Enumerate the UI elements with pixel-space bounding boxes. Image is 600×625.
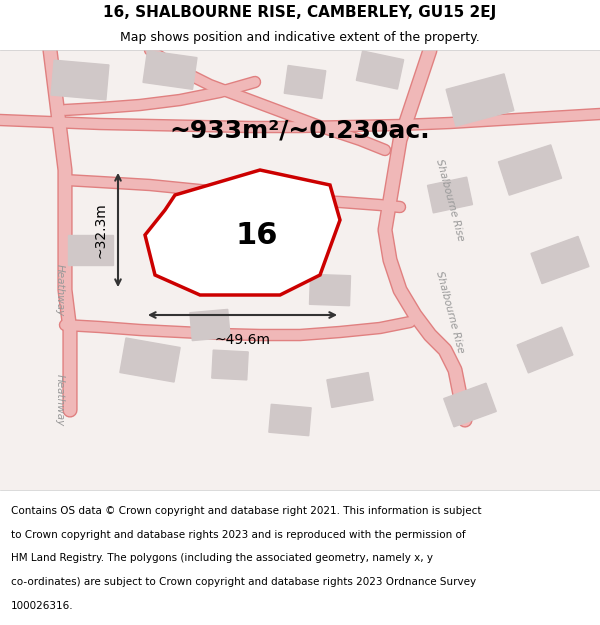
Bar bbox=[517, 327, 573, 373]
Bar bbox=[143, 51, 197, 89]
Bar bbox=[356, 51, 404, 89]
Text: Heathway: Heathway bbox=[55, 264, 65, 316]
Bar bbox=[531, 236, 589, 284]
Text: co-ordinates) are subject to Crown copyright and database rights 2023 Ordnance S: co-ordinates) are subject to Crown copyr… bbox=[11, 577, 476, 587]
Bar bbox=[51, 60, 109, 100]
Text: ~49.6m: ~49.6m bbox=[215, 333, 271, 347]
Text: ~32.3m: ~32.3m bbox=[94, 202, 108, 258]
Bar bbox=[269, 404, 311, 436]
Polygon shape bbox=[145, 170, 340, 295]
Text: 16, SHALBOURNE RISE, CAMBERLEY, GU15 2EJ: 16, SHALBOURNE RISE, CAMBERLEY, GU15 2EJ bbox=[103, 5, 497, 20]
Bar bbox=[310, 274, 350, 306]
Text: Map shows position and indicative extent of the property.: Map shows position and indicative extent… bbox=[120, 31, 480, 44]
Text: ~933m²/~0.230ac.: ~933m²/~0.230ac. bbox=[170, 118, 430, 142]
Bar bbox=[446, 74, 514, 126]
Bar bbox=[67, 235, 113, 265]
Text: 100026316.: 100026316. bbox=[11, 601, 73, 611]
Bar bbox=[212, 350, 248, 380]
Text: Heathway: Heathway bbox=[55, 374, 65, 426]
Bar bbox=[428, 177, 472, 213]
Text: to Crown copyright and database rights 2023 and is reproduced with the permissio: to Crown copyright and database rights 2… bbox=[11, 530, 466, 540]
Text: Contains OS data © Crown copyright and database right 2021. This information is : Contains OS data © Crown copyright and d… bbox=[11, 506, 481, 516]
Text: 16: 16 bbox=[236, 221, 278, 250]
Bar bbox=[190, 309, 230, 341]
Bar bbox=[327, 372, 373, 408]
Text: Shalbourne Rise: Shalbourne Rise bbox=[434, 270, 466, 354]
Bar bbox=[499, 145, 562, 195]
Text: Shalbourne Rise: Shalbourne Rise bbox=[434, 158, 466, 242]
Bar bbox=[120, 338, 180, 382]
Text: HM Land Registry. The polygons (including the associated geometry, namely x, y: HM Land Registry. The polygons (includin… bbox=[11, 554, 433, 564]
Bar bbox=[444, 383, 496, 427]
Bar bbox=[284, 66, 326, 99]
